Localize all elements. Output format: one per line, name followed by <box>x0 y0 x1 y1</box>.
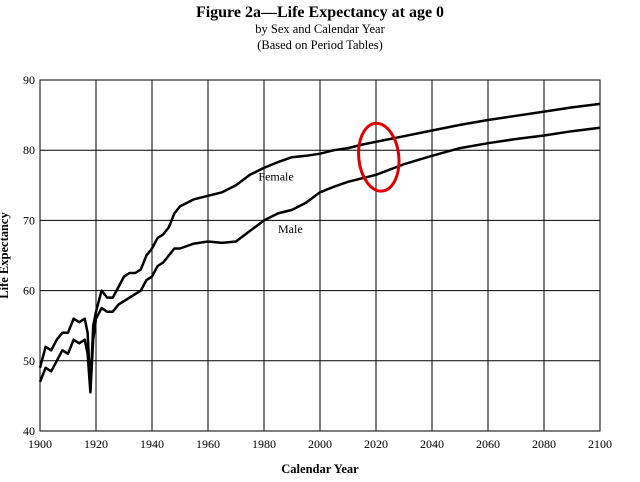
axis-ticks: 1900 1920 1940 1960 1980 2000 2020 2040 2060 2080… <box>23 73 612 451</box>
y-axis-label: Life Expectancy <box>0 212 11 299</box>
x-tick-label: 1900 <box>28 437 52 451</box>
x-tick-label: 1980 <box>252 437 276 451</box>
x-tick-label: 2080 <box>532 437 556 451</box>
x-tick-label: 1920 <box>84 437 108 451</box>
chart-subtitle-2: (Based on Period Tables) <box>257 38 383 52</box>
y-tick-label: 40 <box>23 424 35 438</box>
grid-lines <box>39 79 601 432</box>
x-tick-label: 1940 <box>140 437 164 451</box>
x-tick-label: 2060 <box>476 437 500 451</box>
x-tick-label: 2100 <box>588 437 612 451</box>
highlight-circle <box>357 121 401 193</box>
x-axis-label: Calendar Year <box>281 462 359 476</box>
y-tick-label: 90 <box>23 73 35 87</box>
x-tick-label: 2020 <box>364 437 388 451</box>
female-series-label: Female <box>258 169 293 183</box>
y-tick-label: 70 <box>23 213 35 227</box>
chart-subtitle: by Sex and Calendar Year <box>255 22 385 36</box>
y-tick-label: 50 <box>23 354 35 368</box>
y-tick-label: 80 <box>23 143 35 157</box>
male-series-label: Male <box>278 222 303 236</box>
chart-title: Figure 2a—Life Expectancy at age 0 <box>195 4 445 21</box>
x-tick-label: 1960 <box>196 437 220 451</box>
series-line-male <box>38 126 601 394</box>
series-line-female <box>38 102 601 391</box>
series-lines <box>38 102 601 394</box>
plot-area-border <box>39 79 601 432</box>
x-tick-label: 2040 <box>420 437 444 451</box>
x-tick-label: 2000 <box>308 437 332 451</box>
y-tick-label: 60 <box>23 284 35 298</box>
